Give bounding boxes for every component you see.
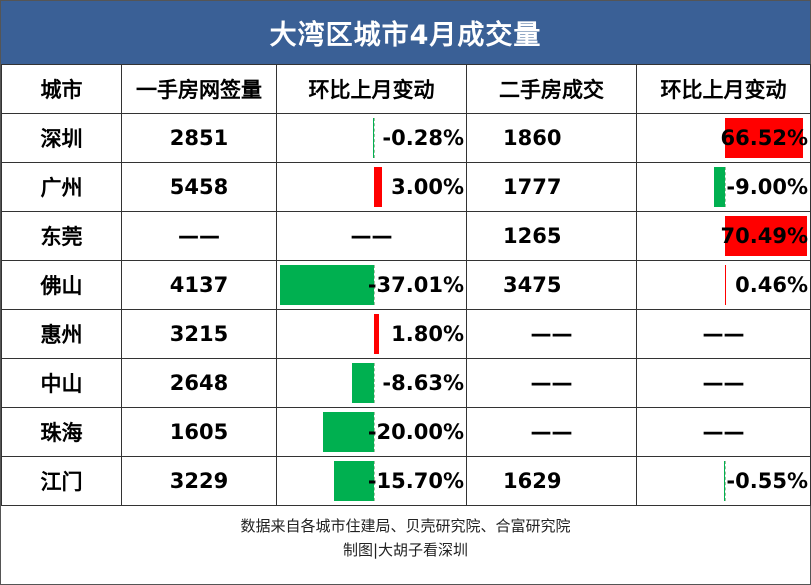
city-cell: 东莞 (1, 211, 122, 261)
change-bar (373, 118, 375, 158)
change-bar (323, 412, 374, 452)
city-cell: 广州 (1, 162, 122, 212)
second-change-cell: —— (636, 309, 811, 359)
change-bar (725, 265, 726, 305)
second-change-cell: -0.55% (636, 456, 811, 506)
second-sales-cell: —— (466, 358, 637, 408)
new-sales-cell: —— (121, 211, 277, 261)
data-table: 城市 一手房网签量 环比上月变动 二手房成交 环比上月变动 深圳 2851 -0.2… (1, 64, 811, 506)
header-city: 城市 (1, 64, 122, 114)
table-body: 深圳 2851 -0.28% 1860 66.52% 广州 5458 3.00% 1777 -9.… (1, 113, 811, 506)
new-sales-cell: 2648 (121, 358, 277, 408)
header-new-change: 环比上月变动 (276, 64, 467, 114)
zero-axis (374, 461, 375, 501)
city-cell: 佛山 (1, 260, 122, 310)
footer: 数据来自各城市住建局、贝壳研究院、合富研究院 制图|大胡子看深圳 (1, 514, 810, 584)
change-label: -8.63% (382, 371, 464, 395)
header-second-sales: 二手房成交 (466, 64, 637, 114)
chart-title: 大湾区城市4月成交量 (1, 1, 810, 64)
source-note: 数据来自各城市住建局、贝壳研究院、合富研究院 (240, 517, 571, 535)
new-change-cell: -0.28% (276, 113, 467, 163)
change-bar (725, 216, 808, 256)
table-row: 广州 5458 3.00% 1777 -9.00% (1, 162, 811, 212)
change-label: -0.55% (726, 469, 808, 493)
change-bar (333, 461, 374, 501)
change-bar (351, 363, 374, 403)
second-sales-cell: 3475 (466, 260, 637, 310)
second-change-cell: 0.46% (636, 260, 811, 310)
new-change-cell: -8.63% (276, 358, 467, 408)
second-sales-cell: 1777 (466, 162, 637, 212)
new-sales-cell: 1605 (121, 407, 277, 457)
new-sales-cell: 3215 (121, 309, 277, 359)
zero-axis (374, 412, 375, 452)
second-sales-cell: 1629 (466, 456, 637, 506)
header-second-change: 环比上月变动 (636, 64, 811, 114)
table-row: 珠海 1605 -20.00% —— —— (1, 407, 811, 457)
table-row: 东莞 —— —— 1265 70.49% (1, 211, 811, 261)
city-cell: 惠州 (1, 309, 122, 359)
zero-axis (374, 265, 375, 305)
table-row: 惠州 3215 1.80% —— —— (1, 309, 811, 359)
second-change-cell: 66.52% (636, 113, 811, 163)
second-change-cell: -9.00% (636, 162, 811, 212)
second-change-cell: —— (636, 358, 811, 408)
zero-axis (725, 167, 726, 207)
second-change-cell: 70.49% (636, 211, 811, 261)
zero-axis (374, 118, 375, 158)
change-label: -15.70% (367, 469, 464, 493)
second-sales-cell: —— (466, 309, 637, 359)
change-label: 3.00% (391, 175, 464, 199)
new-change-cell: -37.01% (276, 260, 467, 310)
table-row: 中山 2648 -8.63% —— —— (1, 358, 811, 408)
zero-axis (725, 461, 726, 501)
new-sales-cell: 4137 (121, 260, 277, 310)
change-label: 0.46% (735, 273, 808, 297)
table-row: 佛山 4137 -37.01% 3475 0.46% (1, 260, 811, 310)
new-change-cell: -20.00% (276, 407, 467, 457)
change-label: 1.80% (391, 322, 464, 346)
new-change-cell: 1.80% (276, 309, 467, 359)
second-sales-cell: —— (466, 407, 637, 457)
credit-note: 制图|大胡子看深圳 (342, 541, 469, 559)
new-sales-cell: 5458 (121, 162, 277, 212)
zero-axis (374, 363, 375, 403)
change-bar (374, 314, 379, 354)
city-cell: 珠海 (1, 407, 122, 457)
change-bar (279, 265, 374, 305)
table-row: 江门 3229 -15.70% 1629 -0.55% (1, 456, 811, 506)
header-row: 城市 一手房网签量 环比上月变动 二手房成交 环比上月变动 (1, 64, 811, 114)
new-change-cell: 3.00% (276, 162, 467, 212)
new-sales-cell: 2851 (121, 113, 277, 163)
new-sales-cell: 3229 (121, 456, 277, 506)
table-row: 深圳 2851 -0.28% 1860 66.52% (1, 113, 811, 163)
change-bar (714, 167, 725, 207)
change-label: -0.28% (382, 126, 464, 150)
change-label: -9.00% (726, 175, 808, 199)
change-bar (725, 118, 803, 158)
new-change-cell: -15.70% (276, 456, 467, 506)
city-cell: 江门 (1, 456, 122, 506)
city-cell: 中山 (1, 358, 122, 408)
change-bar (374, 167, 382, 207)
change-label: 66.52% (720, 126, 808, 150)
second-change-cell: —— (636, 407, 811, 457)
city-cell: 深圳 (1, 113, 122, 163)
new-change-cell: —— (276, 211, 467, 261)
change-bar (724, 461, 726, 501)
second-sales-cell: 1860 (466, 113, 637, 163)
change-label: -20.00% (367, 420, 464, 444)
header-new-sales: 一手房网签量 (121, 64, 277, 114)
change-label: 70.49% (720, 224, 808, 248)
second-sales-cell: 1265 (466, 211, 637, 261)
change-label: -37.01% (367, 273, 464, 297)
